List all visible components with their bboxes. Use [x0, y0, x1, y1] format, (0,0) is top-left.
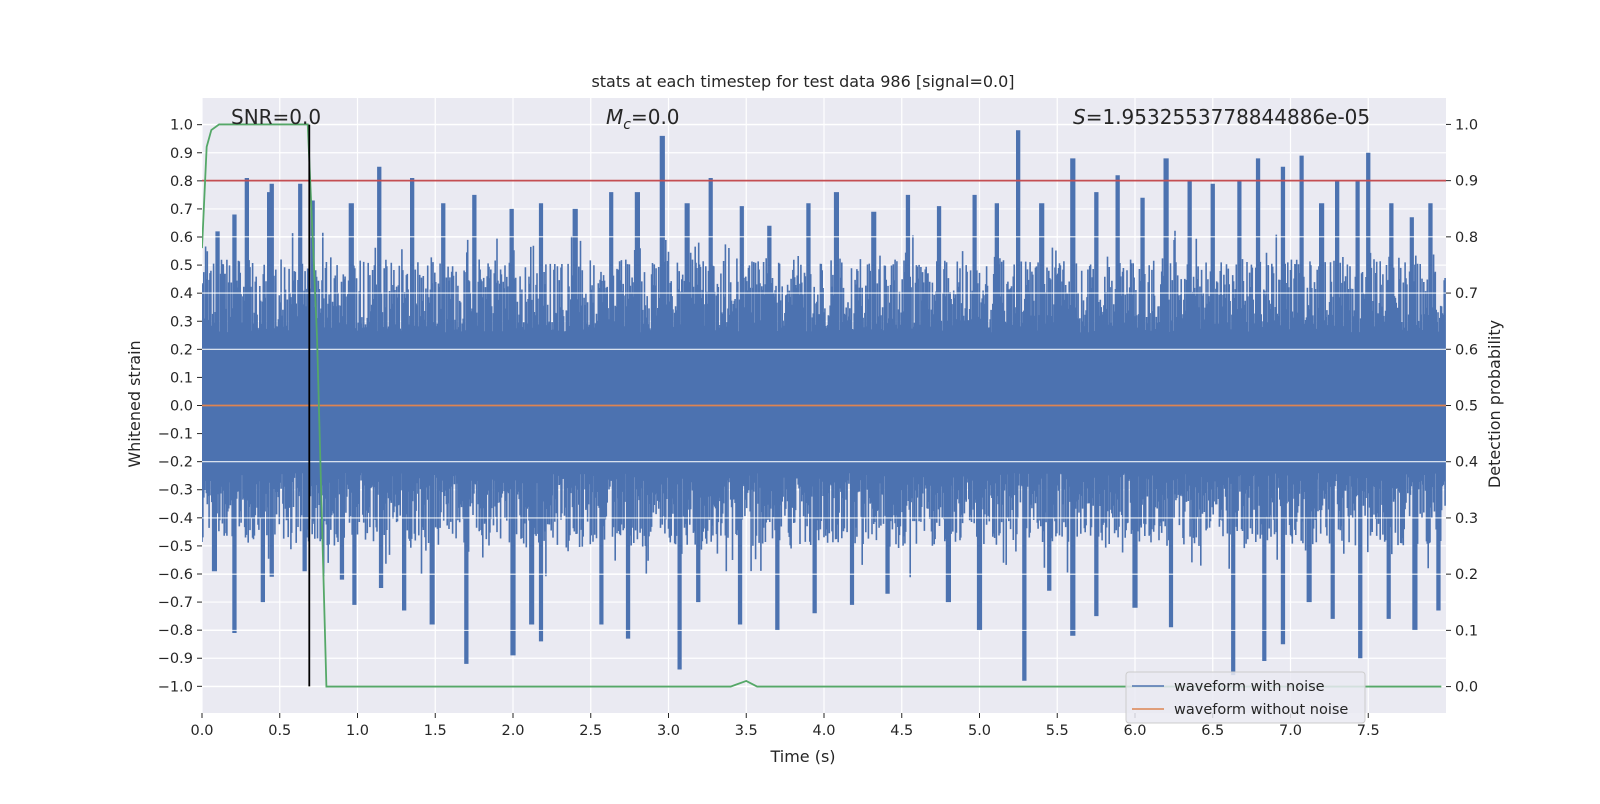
y-tick-label: −0.6	[158, 567, 193, 583]
x-tick-label: 6.5	[1201, 723, 1224, 739]
legend-label-waveform-with-noise: waveform with noise	[1174, 679, 1325, 695]
y-tick-label: −0.9	[158, 651, 193, 667]
y-tick-label: −0.5	[158, 539, 193, 555]
y-tick-label: 0.7	[170, 202, 193, 218]
y-tick-label: −0.2	[158, 455, 193, 471]
y2-tick-label: 0.5	[1455, 399, 1478, 415]
chart-title: stats at each timestep for test data 986…	[591, 72, 1014, 91]
x-tick-label: 5.5	[1046, 723, 1069, 739]
s-symbol: S	[1073, 105, 1086, 129]
legend: waveform with noise waveform without noi…	[1125, 671, 1366, 724]
y2-tick-label: 0.3	[1455, 511, 1478, 527]
y-tick-label: −1.0	[158, 679, 193, 695]
s-value: =1.9532553778844886e-05	[1086, 105, 1370, 129]
y2-tick-label: 0.7	[1455, 286, 1478, 302]
x-tick-label: 1.5	[424, 723, 447, 739]
x-tick-label: 7.5	[1357, 723, 1380, 739]
x-tick-label: 5.0	[968, 723, 991, 739]
y-tick-label: 0.8	[170, 174, 193, 190]
y-axis-label: Whitened strain	[125, 340, 144, 467]
x-tick-label: 2.5	[579, 723, 602, 739]
y2-tick-label: 0.1	[1455, 623, 1478, 639]
y-tick-label: 0.1	[170, 370, 193, 386]
y-tick-label: 0.9	[170, 146, 193, 162]
x-axis-label: Time (s)	[769, 747, 835, 766]
y-tick-label: 0.6	[170, 230, 193, 246]
y2-axis-label: Detection probability	[1485, 320, 1504, 488]
y2-tick-label: 0.8	[1455, 230, 1478, 246]
y-tick-label: −0.8	[158, 623, 193, 639]
x-tick-label: 0.5	[268, 723, 291, 739]
y-axis-ticks: 1.0 0.9 0.8 0.7 0.6 0.5 0.4 0.3 0.2 0.1 0.0 −0.1 −0.…	[158, 118, 202, 695]
y2-tick-label: 0.4	[1455, 455, 1478, 471]
y-tick-label: 0.3	[170, 314, 193, 330]
y-tick-label: −0.4	[158, 511, 193, 527]
x-tick-label: 3.5	[735, 723, 758, 739]
x-tick-label: 3.0	[657, 723, 680, 739]
x-tick-label: 2.0	[501, 723, 524, 739]
x-axis-ticks: 0.0 0.5 1.0 1.5 2.0 2.5 3.0 3.5 4.0 4.5 5.0 5.5 6.0 6…	[190, 713, 1380, 739]
snr-annotation: SNR=0.0	[231, 105, 321, 129]
y-tick-label: 0.4	[170, 286, 193, 302]
s-statistic-annotation: S=1.9532553778844886e-05	[1073, 105, 1370, 129]
x-tick-label: 4.5	[890, 723, 913, 739]
chirp-mass-symbol: M	[606, 105, 623, 129]
detection-probability-line	[202, 123, 1442, 688]
y-tick-label: 0.0	[170, 399, 193, 415]
x-tick-label: 4.0	[812, 723, 835, 739]
chirp-mass-subscript: c	[623, 117, 631, 133]
y2-tick-label: 1.0	[1455, 117, 1478, 133]
y2-tick-label: 0.0	[1455, 680, 1478, 696]
y2-tick-label: 0.9	[1455, 174, 1478, 190]
y-tick-label: −0.7	[158, 595, 193, 611]
y-tick-label: 0.5	[170, 258, 193, 274]
y-tick-label: −0.3	[158, 483, 193, 499]
y2-axis-ticks: 1.0 0.9 0.8 0.7 0.6 0.5 0.4 0.3 0.2 0.1 0.0	[1446, 117, 1478, 696]
x-tick-label: 0.0	[190, 723, 213, 739]
chirp-mass-annotation: Mc=0.0	[606, 105, 680, 133]
overlay-series	[202, 123, 1446, 688]
y-tick-label: 0.2	[170, 342, 193, 358]
legend-label-waveform-without-noise: waveform without noise	[1174, 702, 1348, 718]
y2-tick-label: 0.6	[1455, 342, 1478, 358]
y-tick-label: −0.1	[158, 427, 193, 443]
chirp-mass-value: =0.0	[631, 105, 680, 129]
y-tick-label: 1.0	[170, 118, 193, 134]
x-tick-label: 7.0	[1279, 723, 1302, 739]
legend-box	[1125, 671, 1366, 724]
y2-tick-label: 0.2	[1455, 567, 1478, 583]
x-tick-label: 6.0	[1123, 723, 1146, 739]
x-tick-label: 1.0	[346, 723, 369, 739]
